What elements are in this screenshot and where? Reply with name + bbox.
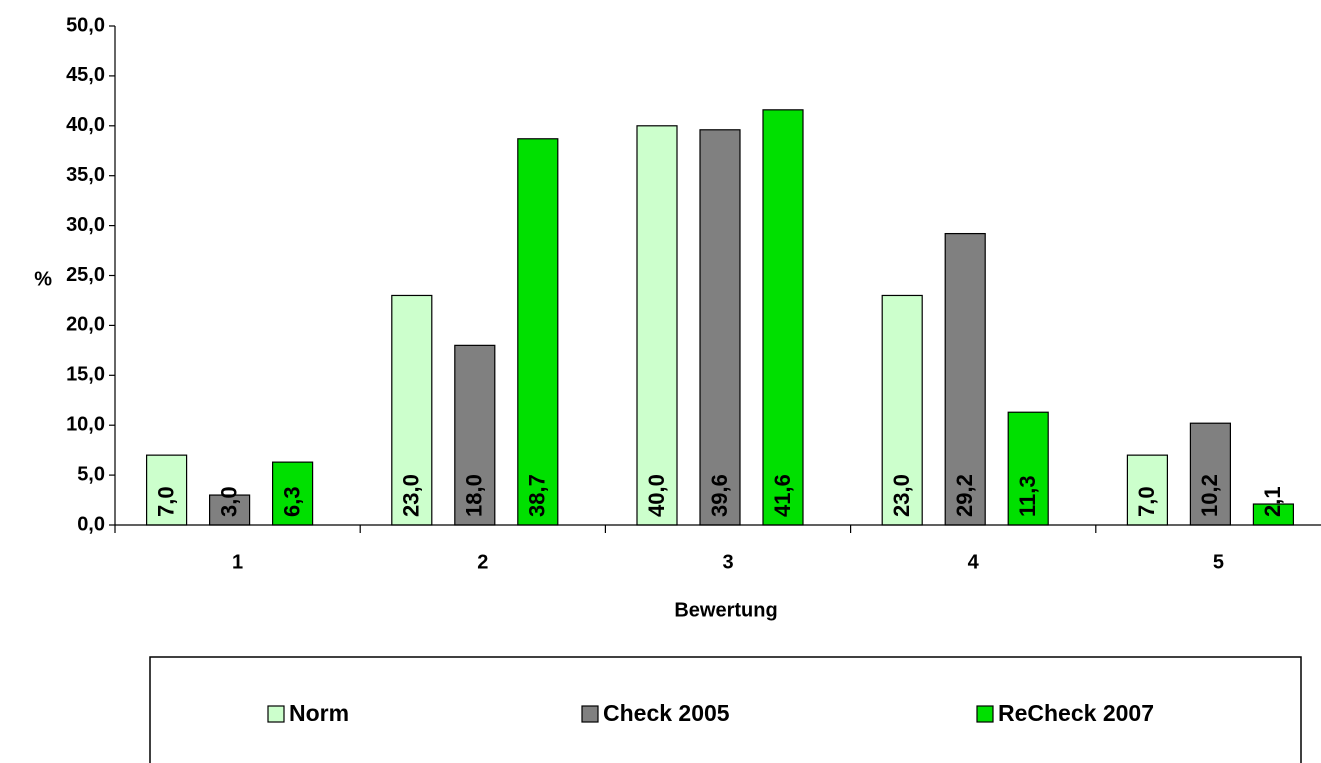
data-label: 7,0: [1134, 486, 1159, 517]
legend-label: ReCheck 2007: [998, 700, 1154, 726]
y-tick-label: 5,0: [77, 463, 105, 485]
data-label: 11,3: [1015, 475, 1040, 517]
data-label: 6,3: [279, 486, 304, 517]
bar: [517, 138, 559, 526]
y-tick-label: 35,0: [66, 164, 105, 186]
legend-swatch: [581, 705, 599, 723]
data-label: 40,0: [644, 474, 669, 517]
x-tick-label: 2: [477, 551, 488, 573]
legend-swatch: [976, 705, 994, 723]
bar: [699, 129, 741, 526]
y-tick-label: 20,0: [66, 314, 105, 336]
data-label: 38,7: [525, 474, 550, 517]
data-label: 2,1: [1260, 486, 1285, 517]
x-axis-title: Bewertung: [674, 599, 777, 621]
bars: 7,0 3,0 6,3 23,0 18,0 38,7 40,0 39,6 41,6 23,0 29,…: [146, 109, 1295, 526]
y-tick-label: 15,0: [66, 364, 105, 386]
bar: [1189, 422, 1232, 526]
data-label: 41,6: [770, 474, 795, 517]
legend: Norm Check 2005 ReCheck 2007: [149, 656, 1302, 763]
bar: [636, 125, 678, 526]
data-label: 23,0: [399, 474, 424, 517]
data-label: 29,2: [952, 474, 977, 517]
bar: [762, 109, 804, 526]
bar: [391, 294, 433, 526]
x-tick-label: 3: [722, 551, 733, 573]
y-tick-label: 45,0: [66, 64, 105, 86]
data-label: 39,6: [707, 474, 732, 517]
bar: [1007, 411, 1049, 526]
data-label: 10,2: [1197, 474, 1222, 517]
data-label: 18,0: [462, 474, 487, 517]
axes: 0,0 5,0 10,0 15,0 20,0 25,0 30,0 35,0 40,0 45,0 50…: [66, 14, 1321, 573]
x-tick-label: 5: [1213, 551, 1224, 573]
legend-label: Norm: [289, 700, 349, 726]
legend-label: Check 2005: [603, 700, 730, 726]
y-tick-label: 50,0: [66, 14, 105, 36]
data-label: 3,0: [216, 486, 241, 517]
bar: [146, 454, 188, 526]
legend-box: [149, 656, 1302, 763]
x-tick-label: 4: [968, 551, 980, 573]
legend-swatch: [267, 705, 285, 723]
y-axis-title: %: [34, 268, 52, 290]
y-tick-label: 40,0: [66, 114, 105, 136]
y-tick-label: 25,0: [66, 264, 105, 286]
y-tick-label: 10,0: [66, 413, 105, 435]
bar: [881, 294, 923, 526]
data-label: 7,0: [153, 486, 178, 517]
y-tick-label: 30,0: [66, 214, 105, 236]
data-label: 23,0: [889, 474, 914, 517]
y-tick-label: 0,0: [77, 513, 105, 535]
x-tick-label: 1: [232, 551, 243, 573]
